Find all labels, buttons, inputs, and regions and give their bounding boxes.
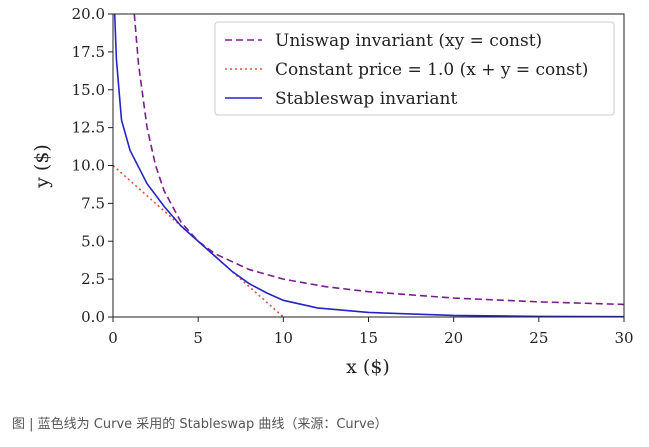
y-axis-label: y ($) bbox=[31, 144, 53, 189]
y-tick-label: 2.5 bbox=[81, 270, 105, 288]
x-axis-label: x ($) bbox=[346, 356, 390, 378]
y-tick-label: 15.0 bbox=[72, 81, 105, 99]
plot-frame bbox=[112, 13, 625, 318]
x-tick-label: 25 bbox=[529, 329, 548, 347]
legend-label: Stableswap invariant bbox=[275, 89, 457, 109]
y-tick-label: 7.5 bbox=[81, 194, 105, 212]
y-tick-label: 5.0 bbox=[81, 232, 105, 250]
series-line bbox=[133, 14, 624, 306]
y-tick-label: 0.0 bbox=[81, 308, 105, 326]
series-line bbox=[113, 14, 624, 317]
x-tick-label: 0 bbox=[108, 329, 118, 347]
x-tick-label: 20 bbox=[444, 329, 463, 347]
y-tick-label: 12.5 bbox=[72, 119, 105, 137]
y-tick-label: 20.0 bbox=[72, 5, 105, 23]
legend-label: Constant price = 1.0 (x + y = const) bbox=[275, 60, 588, 80]
y-tick-label: 10.0 bbox=[72, 157, 105, 175]
x-tick-label: 5 bbox=[193, 329, 203, 347]
x-tick-label: 10 bbox=[274, 329, 293, 347]
x-tick-label: 15 bbox=[359, 329, 378, 347]
legend-label: Uniswap invariant (xy = const) bbox=[275, 31, 542, 51]
x-tick-label: 30 bbox=[614, 329, 633, 347]
caption: 图 | 蓝色线为 Curve 采用的 Stableswap 曲线（来源：Curv… bbox=[12, 416, 388, 432]
y-tick-label: 17.5 bbox=[72, 43, 105, 61]
legend-box bbox=[214, 21, 615, 116]
